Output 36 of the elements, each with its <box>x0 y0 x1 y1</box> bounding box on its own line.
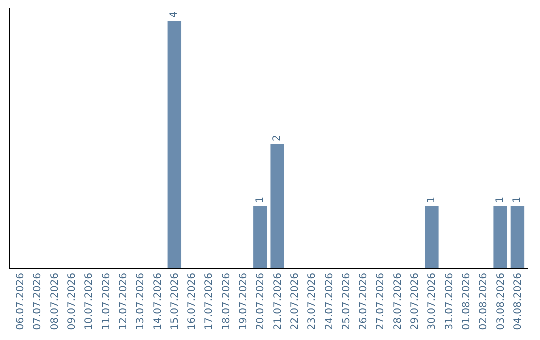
x-tick-label: 25.07.2026 <box>341 273 352 330</box>
x-tick-label: 27.07.2026 <box>376 273 387 330</box>
x-tick-label: 18.07.2026 <box>221 273 232 330</box>
x-tick-label: 15.07.2026 <box>170 273 181 330</box>
x-tick-label: 31.07.2026 <box>444 273 456 330</box>
data-label: 1 <box>512 196 524 204</box>
x-tick-label: 28.07.2026 <box>392 273 404 330</box>
x-tick-label: 19.07.2026 <box>238 273 250 330</box>
data-label: 1 <box>426 196 438 204</box>
x-tick-label: 03.08.2026 <box>496 273 507 330</box>
data-label: 2 <box>272 135 284 142</box>
x-tick-label: 26.07.2026 <box>358 273 370 330</box>
x-tick-label: 12.07.2026 <box>118 273 130 330</box>
x-tick-label: 06.07.2026 <box>16 273 27 330</box>
x-tick-label: 22.07.2026 <box>290 273 301 330</box>
x-tick-label: 01.08.2026 <box>462 273 472 330</box>
x-tick-label: 24.07.2026 <box>324 273 336 330</box>
x-tick-label: 04.08.2026 <box>512 273 524 330</box>
x-tick-label: 08.07.2026 <box>50 273 61 330</box>
x-tick-label: 07.07.2026 <box>32 273 44 330</box>
x-tick-label: 29.07.2026 <box>410 273 422 330</box>
x-tick-label: 11.07.2026 <box>101 273 112 330</box>
x-tick-label: 14.07.2026 <box>152 273 164 330</box>
data-label: 4 <box>169 12 180 18</box>
x-tick-label: 20.07.2026 <box>256 273 267 330</box>
x-tick-label: 13.07.2026 <box>136 273 147 330</box>
x-tick-label: 09.07.2026 <box>67 273 78 330</box>
x-tick-label: 10.07.2026 <box>84 273 96 330</box>
data-label: 1 <box>495 196 506 204</box>
x-tick-label: 16.07.2026 <box>187 273 198 330</box>
data-label: 1 <box>254 196 266 204</box>
x-tick-label: 02.08.2026 <box>478 273 490 330</box>
x-tick-label: 21.07.2026 <box>272 273 284 330</box>
x-tick-label: 23.07.2026 <box>307 273 318 330</box>
x-tick-label: 17.07.2026 <box>204 273 216 330</box>
x-tick-label: 30.07.2026 <box>427 273 438 330</box>
